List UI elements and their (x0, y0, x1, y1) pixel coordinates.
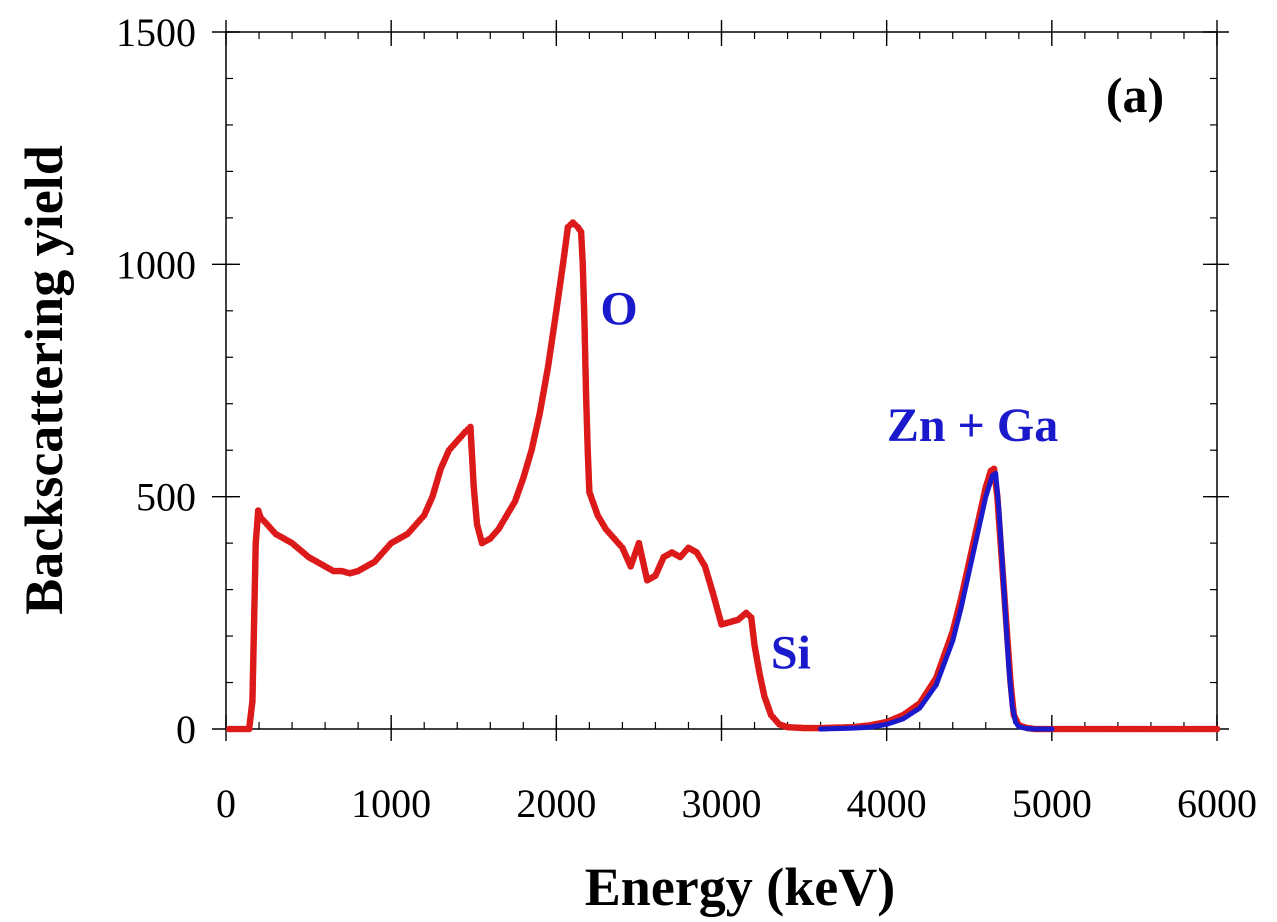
annotations: O Zn + Ga Si (600, 283, 1058, 680)
x-tick-label: 3000 (682, 781, 762, 826)
y-tick-label: 500 (136, 475, 196, 520)
data-point (1049, 726, 1055, 732)
y-tick-label: 1500 (116, 10, 196, 55)
x-tick-label: 2000 (516, 781, 596, 826)
x-tick-label: 4000 (847, 781, 927, 826)
x-tick-label: 5000 (1012, 781, 1092, 826)
plot-area: 0 1000 2000 3000 4000 5000 6000 0 500 1000 1500 O Z… (116, 10, 1257, 826)
annotation-label: O (600, 283, 637, 336)
x-axis-title: Energy (keV) (585, 857, 895, 917)
annotation-label: Si (771, 627, 811, 680)
series-1 (818, 470, 1055, 732)
y-axis-title: Backscattering yield (14, 145, 74, 614)
data-point (1213, 725, 1221, 733)
x-tick-label: 6000 (1177, 781, 1257, 826)
series-0 (226, 219, 1221, 733)
x-tick-label: 0 (216, 781, 236, 826)
y-tick-label: 1000 (116, 242, 196, 287)
panel-label: (a) (1106, 67, 1164, 123)
y-tick-label: 0 (176, 707, 196, 752)
series-layer (226, 219, 1221, 733)
tick-labels: 0 1000 2000 3000 4000 5000 6000 0 500 1000 1500 (116, 10, 1257, 826)
axis-ticks (212, 20, 1229, 741)
annotation-label: Zn + Ga (887, 399, 1058, 452)
x-tick-label: 1000 (351, 781, 431, 826)
